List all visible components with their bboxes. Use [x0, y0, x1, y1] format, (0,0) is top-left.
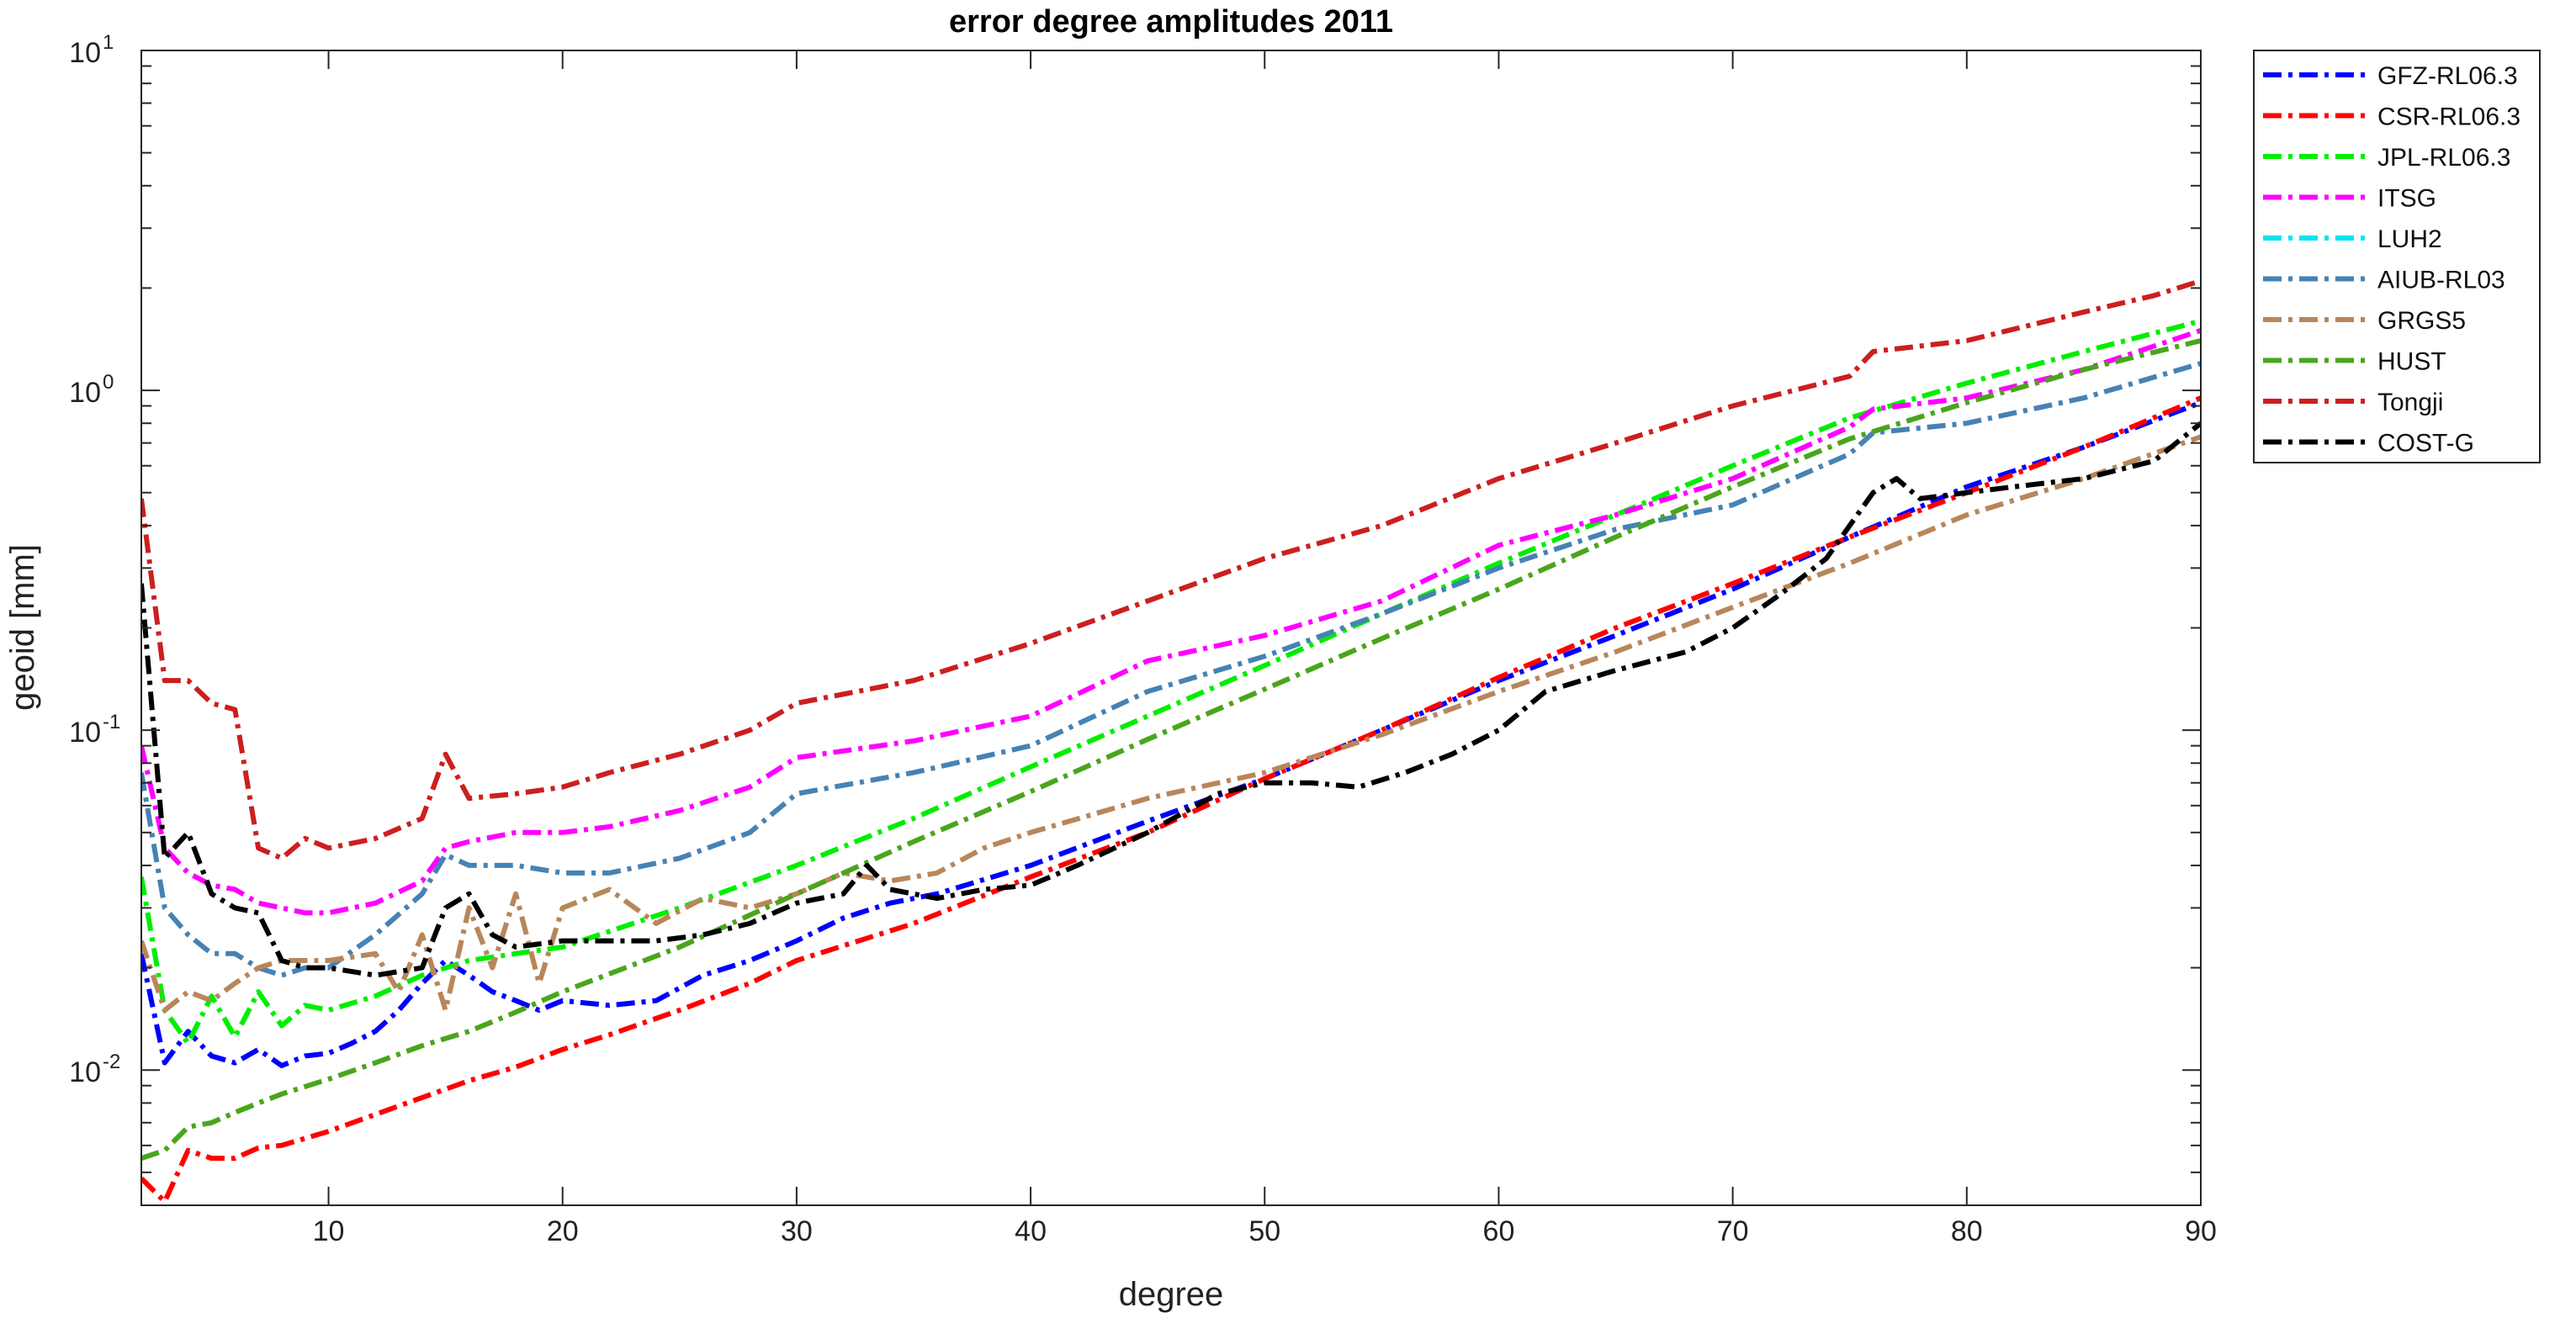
chart-title: error degree amplitudes 2011 — [949, 4, 1393, 40]
x-tick-label: 90 — [2185, 1215, 2217, 1247]
x-tick-label: 80 — [1951, 1215, 1983, 1247]
series-line-jpl-rl06-3 — [141, 318, 2201, 1046]
series-line-hust — [141, 338, 2201, 1161]
x-axis: 10 20 30 40 50 60 70 80 90 — [313, 50, 2217, 1247]
series-line-gfz-rl06-3 — [141, 400, 2201, 1068]
legend-label: Tongji — [2377, 389, 2443, 416]
legend-label: AIUB-RL03 — [2377, 267, 2505, 294]
x-tick-label: 20 — [547, 1215, 579, 1247]
series-line-csr-rl06-3 — [141, 395, 2201, 1204]
series-line-tongji — [141, 278, 2201, 861]
x-tick-label: 30 — [781, 1215, 813, 1247]
y-tick-exponent: -1 — [103, 711, 120, 733]
y-axis-label: geoid [mm] — [4, 544, 41, 711]
x-axis-label: degree — [1119, 1276, 1224, 1313]
series-line-itsg — [141, 328, 2201, 916]
legend-box — [2253, 50, 2541, 463]
x-tick-label: 60 — [1483, 1215, 1515, 1247]
x-tick-label: 50 — [1248, 1215, 1280, 1247]
legend-label: HUST — [2377, 348, 2446, 376]
series-layer — [141, 278, 2201, 1204]
legend-label: GFZ-RL06.3 — [2377, 62, 2518, 90]
x-tick-label: 70 — [1717, 1215, 1749, 1247]
x-tick-label: 40 — [1015, 1215, 1047, 1247]
y-tick-label: 10 — [69, 1056, 101, 1088]
y-tick-exponent: 1 — [103, 31, 114, 54]
y-tick-label: 10 — [69, 717, 101, 749]
y-tick-exponent: -2 — [103, 1051, 120, 1073]
x-tick-label: 10 — [313, 1215, 345, 1247]
legend-label: ITSG — [2377, 185, 2436, 213]
legend-label: JPL-RL06.3 — [2377, 144, 2510, 172]
y-tick-label: 10 — [69, 37, 101, 69]
y-tick-exponent: 0 — [103, 371, 114, 394]
legend-label: LUH2 — [2377, 225, 2442, 253]
legend-label: CSR-RL06.3 — [2377, 103, 2520, 131]
legend: GFZ-RL06.3 CSR-RL06.3 JPL-RL06.3 ITSG LUH2 AI… — [2253, 50, 2541, 463]
y-tick-label: 10 — [69, 377, 101, 409]
legend-label: GRGS5 — [2377, 307, 2466, 335]
legend-label: COST-G — [2377, 430, 2474, 458]
